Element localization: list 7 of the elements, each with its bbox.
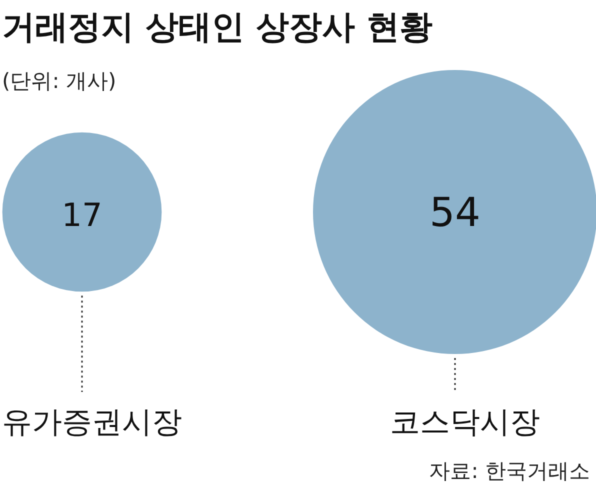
text: 거래정지 상태인 상장사 현황 (2, 7, 432, 46)
text: 자료: 한국거래소 (429, 459, 590, 483)
data-label: 17 (62, 196, 102, 234)
data-label: 54 (430, 190, 480, 236)
category-label: 코스닥시장 (390, 405, 540, 440)
category-label: 유가증권시장 (2, 405, 182, 440)
text: (단위: 개사) (2, 69, 116, 93)
